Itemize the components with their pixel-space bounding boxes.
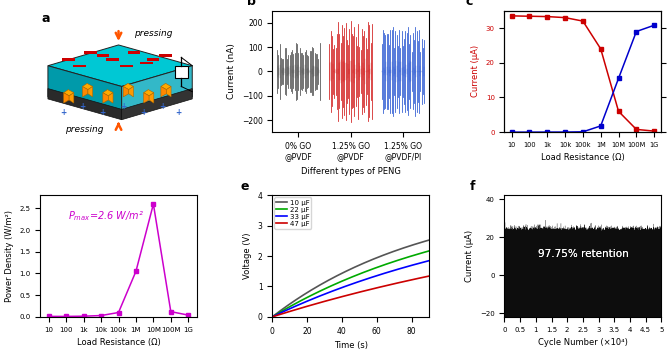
10 μF xyxy=(269,315,277,319)
33 μF xyxy=(332,288,340,292)
22 μF xyxy=(337,279,345,283)
Text: +: + xyxy=(160,102,166,111)
Polygon shape xyxy=(82,87,88,97)
Text: +: + xyxy=(100,108,106,117)
Polygon shape xyxy=(123,83,134,90)
Polygon shape xyxy=(88,87,93,97)
Polygon shape xyxy=(48,45,192,87)
Legend: 10 μF, 22 μF, 33 μF, 47 μF: 10 μF, 22 μF, 33 μF, 47 μF xyxy=(275,198,311,229)
Bar xyxy=(147,58,159,61)
Text: $P_{max}$=2.6 W/m²: $P_{max}$=2.6 W/m² xyxy=(68,210,144,224)
Polygon shape xyxy=(149,93,154,103)
Text: +: + xyxy=(61,108,67,117)
Bar xyxy=(128,51,140,54)
Bar xyxy=(120,65,133,67)
Text: c: c xyxy=(465,0,472,8)
Polygon shape xyxy=(166,87,171,97)
Bar xyxy=(140,62,153,64)
X-axis label: Time (s): Time (s) xyxy=(334,341,367,350)
Text: 97.75% retention: 97.75% retention xyxy=(538,248,629,259)
Y-axis label: Current (nA): Current (nA) xyxy=(227,43,236,99)
Bar xyxy=(84,51,97,54)
33 μF xyxy=(337,286,345,290)
Polygon shape xyxy=(161,83,171,90)
Y-axis label: Voltage (V): Voltage (V) xyxy=(243,233,252,279)
Text: e: e xyxy=(241,180,249,193)
Bar xyxy=(73,65,86,67)
Polygon shape xyxy=(48,66,122,117)
Bar xyxy=(62,58,75,61)
Polygon shape xyxy=(82,83,93,90)
22 μF xyxy=(425,249,433,253)
Text: pressing: pressing xyxy=(65,125,104,134)
Bar xyxy=(175,66,188,78)
33 μF xyxy=(269,315,277,319)
Polygon shape xyxy=(161,87,166,97)
Polygon shape xyxy=(103,93,108,103)
Text: 97.75% retention: 97.75% retention xyxy=(538,248,629,259)
X-axis label: Load Resistance (Ω): Load Resistance (Ω) xyxy=(541,153,625,162)
10 μF xyxy=(393,248,401,252)
22 μF xyxy=(332,282,340,286)
Bar xyxy=(106,58,118,61)
22 μF xyxy=(269,315,277,319)
Polygon shape xyxy=(122,89,192,120)
10 μF xyxy=(376,254,384,258)
Line: 33 μF: 33 μF xyxy=(273,261,429,317)
X-axis label: Cycle Number (×10⁴): Cycle Number (×10⁴) xyxy=(538,338,628,347)
Polygon shape xyxy=(63,93,69,103)
Bar xyxy=(97,54,109,57)
10 μF xyxy=(332,274,340,278)
Y-axis label: Current (μA): Current (μA) xyxy=(466,230,474,282)
10 μF xyxy=(285,303,293,307)
Y-axis label: Current (μA): Current (μA) xyxy=(471,45,480,98)
22 μF xyxy=(391,259,399,263)
Polygon shape xyxy=(48,89,122,120)
X-axis label: Load Resistance (Ω): Load Resistance (Ω) xyxy=(77,338,160,347)
Polygon shape xyxy=(144,93,149,103)
Text: f: f xyxy=(470,180,476,193)
Polygon shape xyxy=(129,87,134,97)
Polygon shape xyxy=(108,93,113,103)
Polygon shape xyxy=(122,66,192,117)
33 μF xyxy=(285,307,293,312)
Text: a: a xyxy=(41,12,50,25)
Text: +: + xyxy=(175,108,181,117)
Line: 10 μF: 10 μF xyxy=(273,240,429,317)
47 μF xyxy=(393,281,401,285)
47 μF xyxy=(391,282,399,286)
47 μF xyxy=(376,285,384,289)
Y-axis label: Power Density (W/m²): Power Density (W/m²) xyxy=(5,210,13,302)
33 μF xyxy=(425,258,433,263)
Polygon shape xyxy=(123,87,129,97)
10 μF xyxy=(337,271,345,276)
Polygon shape xyxy=(63,90,73,96)
10 μF xyxy=(425,238,433,242)
33 μF xyxy=(376,273,384,277)
33 μF xyxy=(391,268,399,272)
Line: 47 μF: 47 μF xyxy=(273,276,429,317)
10 μF xyxy=(391,249,399,253)
Line: 22 μF: 22 μF xyxy=(273,251,429,317)
47 μF xyxy=(425,274,433,278)
22 μF xyxy=(376,264,384,268)
47 μF xyxy=(337,295,345,299)
47 μF xyxy=(332,296,340,300)
X-axis label: Different types of PENG: Different types of PENG xyxy=(301,167,401,176)
47 μF xyxy=(285,310,293,314)
Text: pressing: pressing xyxy=(134,29,173,38)
Bar xyxy=(159,54,172,57)
47 μF xyxy=(269,315,277,319)
Polygon shape xyxy=(69,93,73,103)
Polygon shape xyxy=(144,90,154,96)
22 μF xyxy=(393,258,401,263)
22 μF xyxy=(285,305,293,310)
33 μF xyxy=(393,267,401,272)
Polygon shape xyxy=(103,90,113,96)
Text: b: b xyxy=(247,0,256,8)
Text: +: + xyxy=(79,102,86,111)
Text: +: + xyxy=(140,108,147,117)
Text: +: + xyxy=(120,102,126,111)
